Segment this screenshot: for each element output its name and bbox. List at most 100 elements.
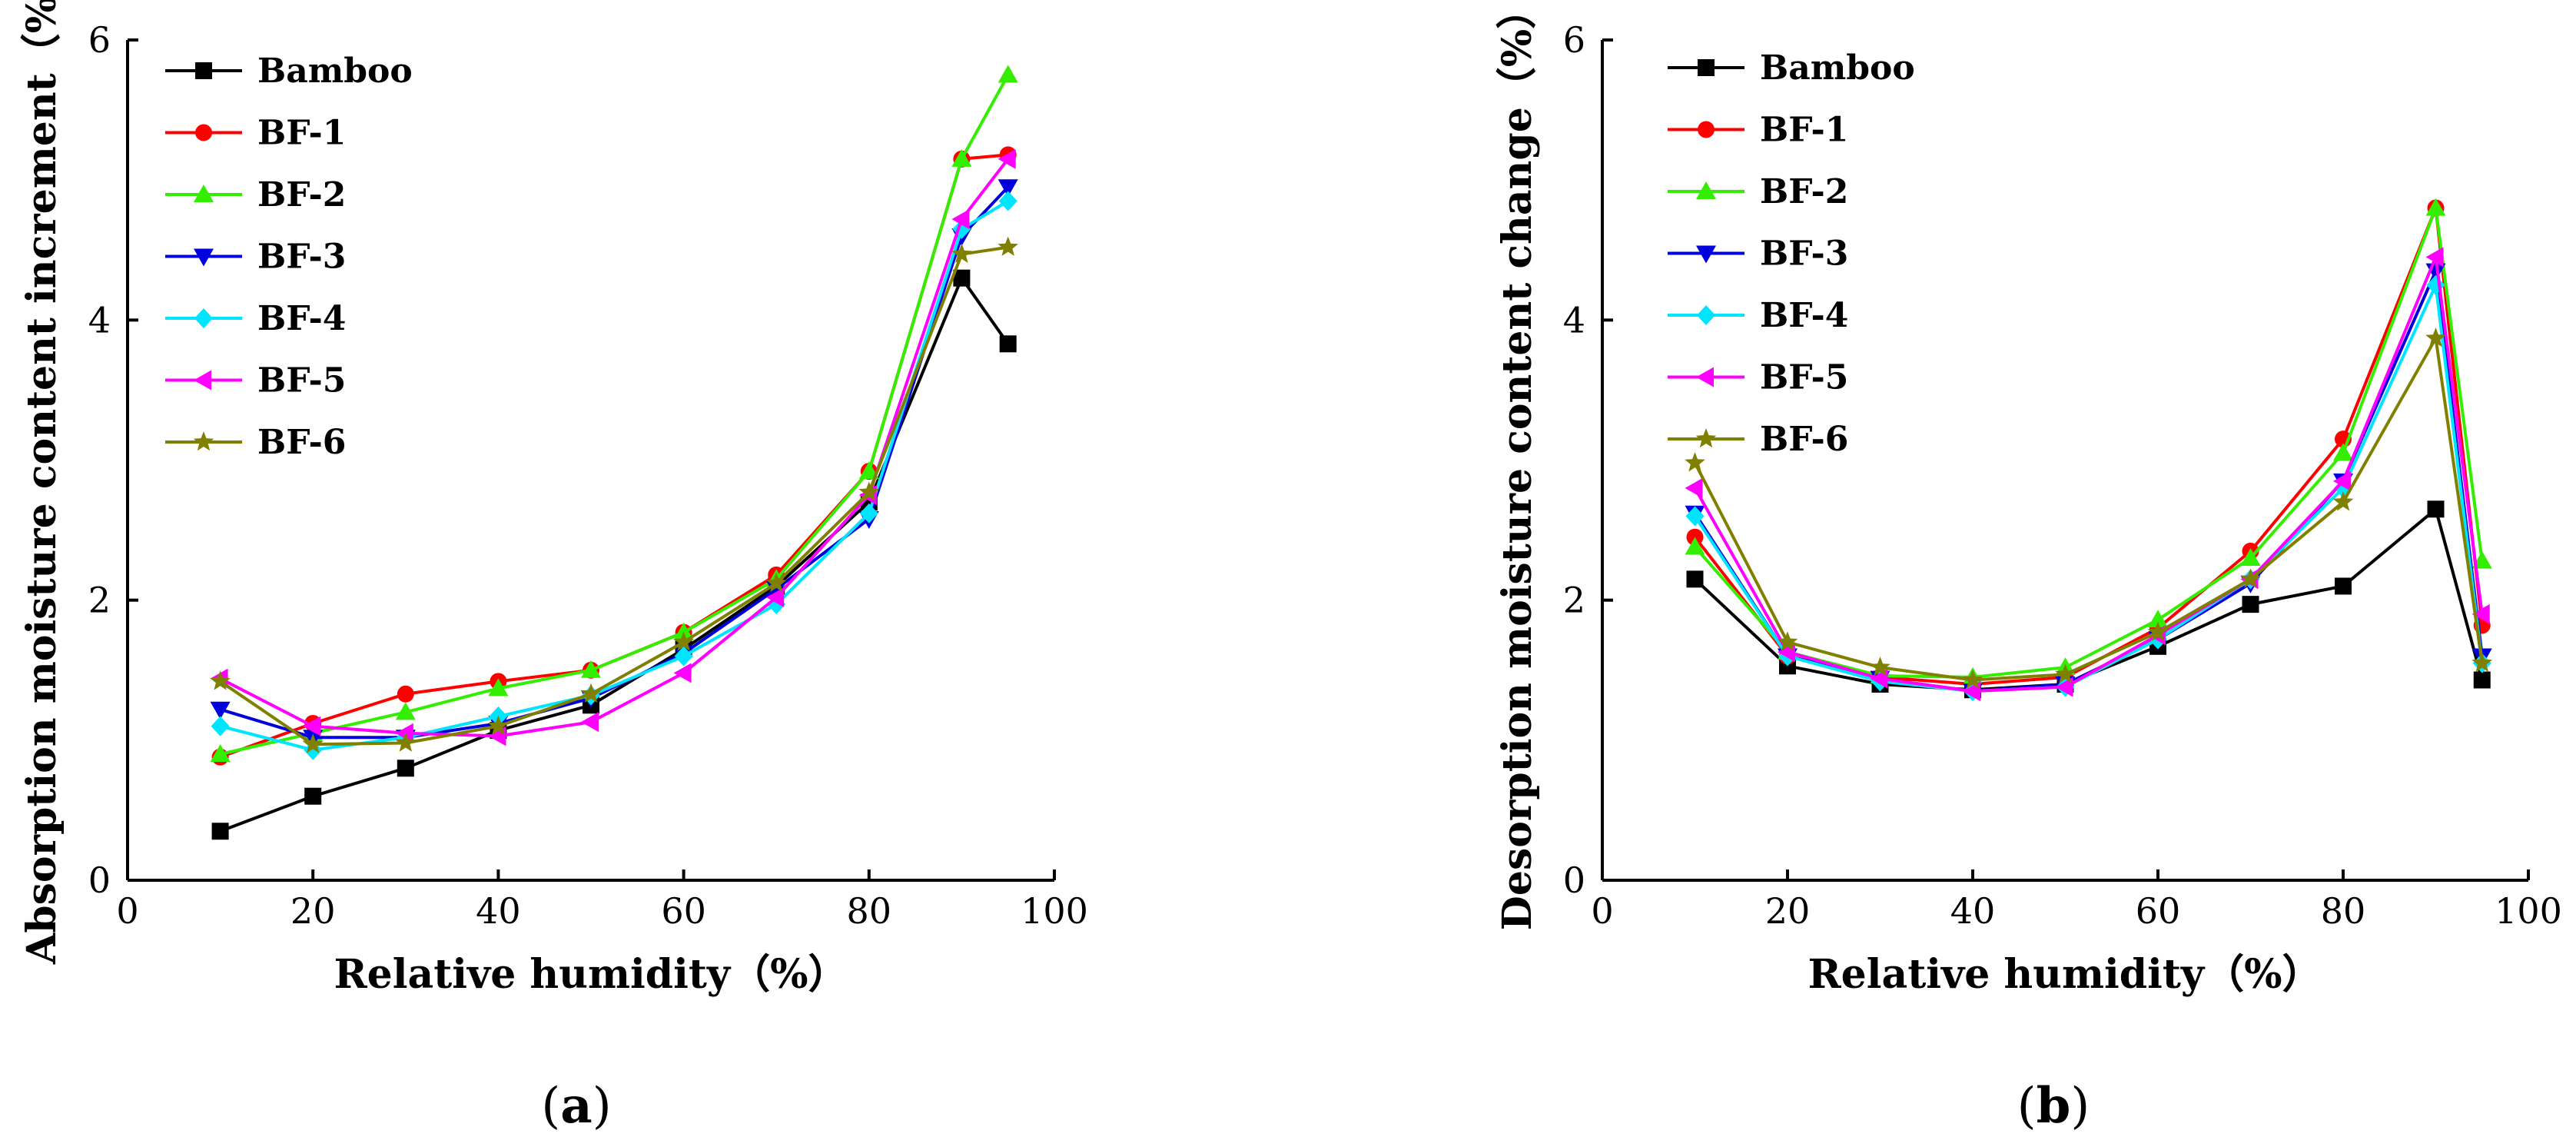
series-line <box>220 199 1009 752</box>
data-point <box>2242 596 2259 613</box>
series-line <box>1694 506 2484 692</box>
data-point <box>951 148 972 167</box>
y-tick-label: 4 <box>88 299 111 341</box>
y-tick-label: 2 <box>1563 580 1585 621</box>
data-point <box>674 646 693 667</box>
series-group-a <box>210 65 1018 840</box>
data-point <box>2240 568 2261 588</box>
data-point <box>2471 603 2490 624</box>
tick-labels-b: 0 20 40 60 80 100 0 2 4 6 <box>1563 19 2562 932</box>
tick-labels-a: 0 20 40 60 80 100 0 2 4 6 <box>88 19 1088 932</box>
data-point <box>2147 621 2169 641</box>
series-group-b <box>1685 198 2493 702</box>
data-point <box>2471 652 2493 672</box>
legend-item: BF-4 <box>1668 296 1848 335</box>
series-line <box>1693 251 2484 693</box>
data-point <box>673 631 694 651</box>
y-tick-label: 6 <box>88 19 111 61</box>
panel-caption-b: (b) <box>2017 1077 2090 1135</box>
x-tick-label: 60 <box>2136 890 2181 932</box>
y-axis-title-a: Absorption moisture content increment（%） <box>18 0 65 965</box>
legend-item: Bamboo <box>1668 48 1915 88</box>
data-point <box>395 732 417 752</box>
data-point <box>1962 669 1983 689</box>
panel-label-b: b <box>2037 1077 2071 1135</box>
legend-label: Bamboo <box>1760 48 1915 88</box>
data-point <box>998 148 1016 169</box>
legend-marker <box>1698 59 1715 76</box>
data-point <box>2425 198 2446 216</box>
legend-item: BF-2 <box>1668 172 1848 211</box>
y-tick-label: 2 <box>88 580 111 621</box>
x-tick-label: 20 <box>1765 890 1811 932</box>
series-line <box>219 158 1010 738</box>
legend-label: BF-4 <box>1760 296 1848 335</box>
legend-label: BF-2 <box>1760 172 1848 211</box>
data-point <box>951 209 970 230</box>
legend-marker <box>195 62 212 79</box>
data-point <box>581 660 601 678</box>
legend-item: BF-5 <box>1668 358 1848 397</box>
data-point <box>488 715 509 735</box>
legend-label: BF-1 <box>1760 111 1848 150</box>
series-line <box>220 74 1010 756</box>
data-point <box>488 678 509 697</box>
chart-panel-b: Relative humidity（%） Desorption moisture… <box>1494 0 2562 1135</box>
legend-marker <box>194 308 213 328</box>
series-bf-6-b <box>1685 327 2493 689</box>
x-tick-label: 80 <box>2321 890 2366 932</box>
legend-label: BF-5 <box>1760 358 1848 397</box>
data-point <box>2427 500 2445 518</box>
legend-label: BF-5 <box>257 361 346 401</box>
data-point <box>2425 327 2446 347</box>
legend-item: Bamboo <box>165 52 413 91</box>
legend-item: BF-2 <box>165 175 346 214</box>
x-tick-label: 40 <box>1950 890 1996 932</box>
legend-item: BF-1 <box>165 114 346 153</box>
legend-marker <box>1696 367 1714 387</box>
x-tick-label: 100 <box>2495 890 2562 932</box>
series-line <box>1693 333 2484 682</box>
data-point <box>765 572 787 593</box>
x-tick-label: 0 <box>116 890 138 932</box>
legend-item: BF-6 <box>165 423 346 462</box>
y-axis-title-b: Desorption moisture content change（%） <box>1494 0 1541 930</box>
series-line <box>219 245 1008 746</box>
series-bf-6-a <box>210 236 1018 753</box>
data-point <box>859 503 878 524</box>
data-point <box>304 787 322 805</box>
data-point <box>210 744 231 763</box>
data-point <box>1685 477 1703 498</box>
legend-a: Bamboo BF-1 BF-2 BF-3 BF-4 BF-5 BF-6 <box>165 52 413 462</box>
x-tick-label: 20 <box>290 890 336 932</box>
data-point <box>210 670 231 690</box>
legend-label: BF-6 <box>1760 420 1848 459</box>
y-tick-label: 0 <box>1563 859 1585 901</box>
data-point <box>673 622 694 640</box>
data-point <box>395 723 413 743</box>
data-point <box>580 683 602 703</box>
legend-marker <box>1696 245 1716 264</box>
data-point <box>2148 610 2168 628</box>
data-point <box>395 702 416 720</box>
data-point <box>302 733 324 753</box>
legend-label: BF-1 <box>257 114 346 153</box>
data-point <box>2240 548 2261 567</box>
data-point <box>951 243 972 263</box>
data-point <box>998 191 1017 211</box>
data-point <box>2332 491 2354 511</box>
data-point <box>766 587 785 608</box>
data-point <box>1685 537 1705 555</box>
data-point <box>397 760 414 777</box>
data-point <box>1686 570 1704 588</box>
legend-marker <box>193 431 214 451</box>
x-tick-label: 80 <box>847 890 892 932</box>
legend-marker <box>1698 121 1715 138</box>
data-point <box>303 716 321 736</box>
legend-item: BF-1 <box>1668 111 1848 150</box>
x-tick-label: 60 <box>661 890 706 932</box>
panel-caption-a: (a) <box>541 1077 611 1135</box>
legend-b: Bamboo BF-1 BF-2 BF-3 BF-4 BF-5 BF-6 <box>1668 48 1915 459</box>
legend-marker <box>194 185 214 202</box>
